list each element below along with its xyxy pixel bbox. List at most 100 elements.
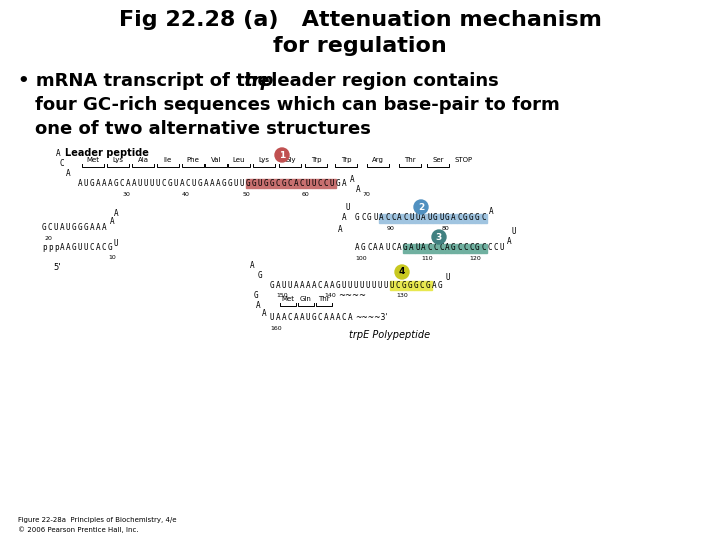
Text: A: A	[276, 280, 281, 289]
Text: U: U	[138, 179, 143, 187]
Bar	[420, 244, 427, 253]
Text: 130: 130	[396, 293, 408, 298]
Text: A: A	[294, 314, 299, 322]
Bar	[300, 179, 306, 187]
Text: G: G	[270, 280, 274, 289]
Text: C: C	[391, 213, 395, 222]
Bar	[469, 213, 474, 222]
Text: C: C	[385, 213, 390, 222]
Bar	[306, 179, 312, 187]
Bar	[456, 244, 463, 253]
Text: A: A	[102, 224, 107, 233]
Bar	[415, 213, 420, 222]
Text: A: A	[432, 280, 436, 289]
Bar	[396, 280, 402, 289]
Text: U: U	[409, 213, 413, 222]
Text: A: A	[421, 244, 426, 253]
Text: C: C	[288, 314, 292, 322]
Text: A: A	[342, 213, 346, 222]
Text: A: A	[90, 224, 94, 233]
Bar	[258, 179, 264, 187]
Text: A: A	[445, 244, 449, 253]
Text: G: G	[228, 179, 233, 187]
Text: Met: Met	[86, 157, 99, 163]
Text: U: U	[390, 280, 395, 289]
Text: U: U	[415, 213, 420, 222]
Text: G: G	[402, 280, 407, 289]
Text: A: A	[276, 314, 281, 322]
Text: A: A	[60, 224, 65, 233]
Text: Ala: Ala	[138, 157, 148, 163]
Text: C: C	[391, 244, 395, 253]
Text: one of two alternative structures: one of two alternative structures	[35, 120, 371, 138]
Text: Fig 22.28 (a)   Attenuation mechanism: Fig 22.28 (a) Attenuation mechanism	[119, 10, 601, 30]
Text: U: U	[84, 244, 89, 253]
Bar	[312, 179, 318, 187]
Text: U: U	[258, 179, 263, 187]
Text: A: A	[336, 314, 341, 322]
Text: G: G	[114, 179, 119, 187]
Text: U: U	[234, 179, 238, 187]
Bar	[270, 179, 276, 187]
Text: C: C	[318, 280, 323, 289]
Text: A: A	[261, 309, 266, 319]
Bar	[433, 244, 438, 253]
Text: Ser: Ser	[432, 157, 444, 163]
Text: C: C	[493, 244, 498, 253]
Bar	[391, 213, 397, 222]
Text: A: A	[312, 280, 317, 289]
Text: C: C	[439, 244, 444, 253]
Text: 5': 5'	[53, 264, 60, 273]
Bar	[409, 244, 415, 253]
Text: A: A	[110, 217, 114, 226]
Text: A: A	[96, 179, 101, 187]
Text: C: C	[288, 179, 292, 187]
Bar	[402, 280, 408, 289]
Text: C: C	[324, 179, 328, 187]
Bar	[420, 280, 426, 289]
Text: U: U	[346, 202, 351, 212]
Text: U: U	[499, 244, 503, 253]
Circle shape	[414, 200, 428, 214]
Text: A: A	[355, 244, 359, 253]
Bar	[438, 213, 445, 222]
Text: G: G	[42, 224, 47, 233]
Text: C: C	[396, 280, 400, 289]
Text: C: C	[367, 244, 372, 253]
Text: A: A	[324, 280, 328, 289]
Text: A: A	[338, 226, 342, 234]
Text: four GC-rich sequences which can base-pair to form: four GC-rich sequences which can base-pa…	[35, 96, 559, 114]
Text: U: U	[66, 224, 71, 233]
Text: A: A	[421, 213, 426, 222]
Text: Gln: Gln	[300, 296, 312, 302]
Bar	[438, 244, 445, 253]
Text: Thr: Thr	[404, 157, 416, 163]
Text: 30: 30	[122, 192, 130, 197]
Bar	[390, 280, 396, 289]
Text: A: A	[102, 179, 107, 187]
Text: G: G	[312, 314, 317, 322]
Bar	[324, 179, 330, 187]
Text: U: U	[144, 179, 148, 187]
Text: 3: 3	[436, 233, 442, 241]
Text: U: U	[373, 213, 377, 222]
Bar	[252, 179, 258, 187]
Text: U: U	[415, 244, 420, 253]
Text: ~~~~: ~~~~	[338, 291, 366, 300]
Text: G: G	[367, 213, 372, 222]
Text: 1: 1	[279, 151, 285, 159]
Text: C: C	[276, 179, 281, 187]
Text: U: U	[114, 239, 119, 247]
Text: Leader peptide: Leader peptide	[65, 148, 149, 158]
Bar	[414, 280, 420, 289]
Text: G: G	[253, 292, 258, 300]
Text: A: A	[55, 148, 60, 158]
Text: A: A	[66, 244, 71, 253]
Text: Lys: Lys	[258, 157, 269, 163]
Text: 140: 140	[324, 293, 336, 298]
Text: STOP: STOP	[455, 157, 473, 163]
Bar	[426, 280, 432, 289]
Bar	[420, 213, 427, 222]
Bar	[451, 244, 456, 253]
Text: Val: Val	[211, 157, 221, 163]
